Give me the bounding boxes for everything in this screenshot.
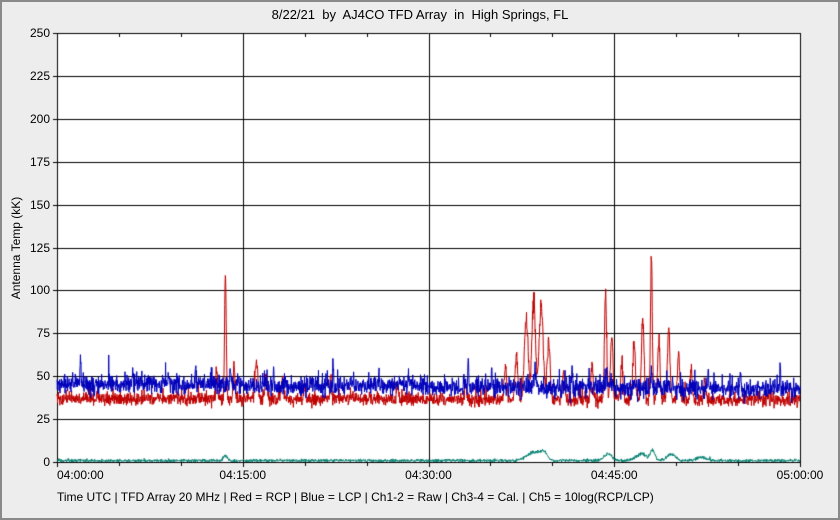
x-tick-label: 04:15:00 (219, 468, 267, 482)
x-tick-label: 05:00:00 (776, 468, 824, 482)
y-tick-label: 200 (29, 111, 50, 126)
y-tick-label: 125 (29, 240, 50, 255)
y-tick-label: 0 (43, 455, 50, 469)
chart-title: 8/22/21 by AJ4CO TFD Array in High Sprin… (271, 7, 569, 22)
x-axis-caption: Time UTC | TFD Array 20 MHz | Red = RCP … (57, 490, 654, 504)
y-tick-label: 50 (36, 369, 50, 384)
y-tick-label: 225 (29, 68, 50, 83)
y-tick-label: 250 (29, 26, 50, 40)
x-tick-label: 04:45:00 (590, 468, 638, 482)
y-tick-label: 75 (36, 326, 50, 341)
y-tick-label: 175 (29, 154, 50, 169)
y-tick-label: 25 (36, 412, 50, 427)
x-tick-label: 04:00:00 (57, 468, 104, 482)
y-tick-label: 150 (29, 197, 50, 212)
y-tick-label: 100 (29, 283, 50, 298)
x-tick-label: 04:30:00 (405, 468, 452, 482)
